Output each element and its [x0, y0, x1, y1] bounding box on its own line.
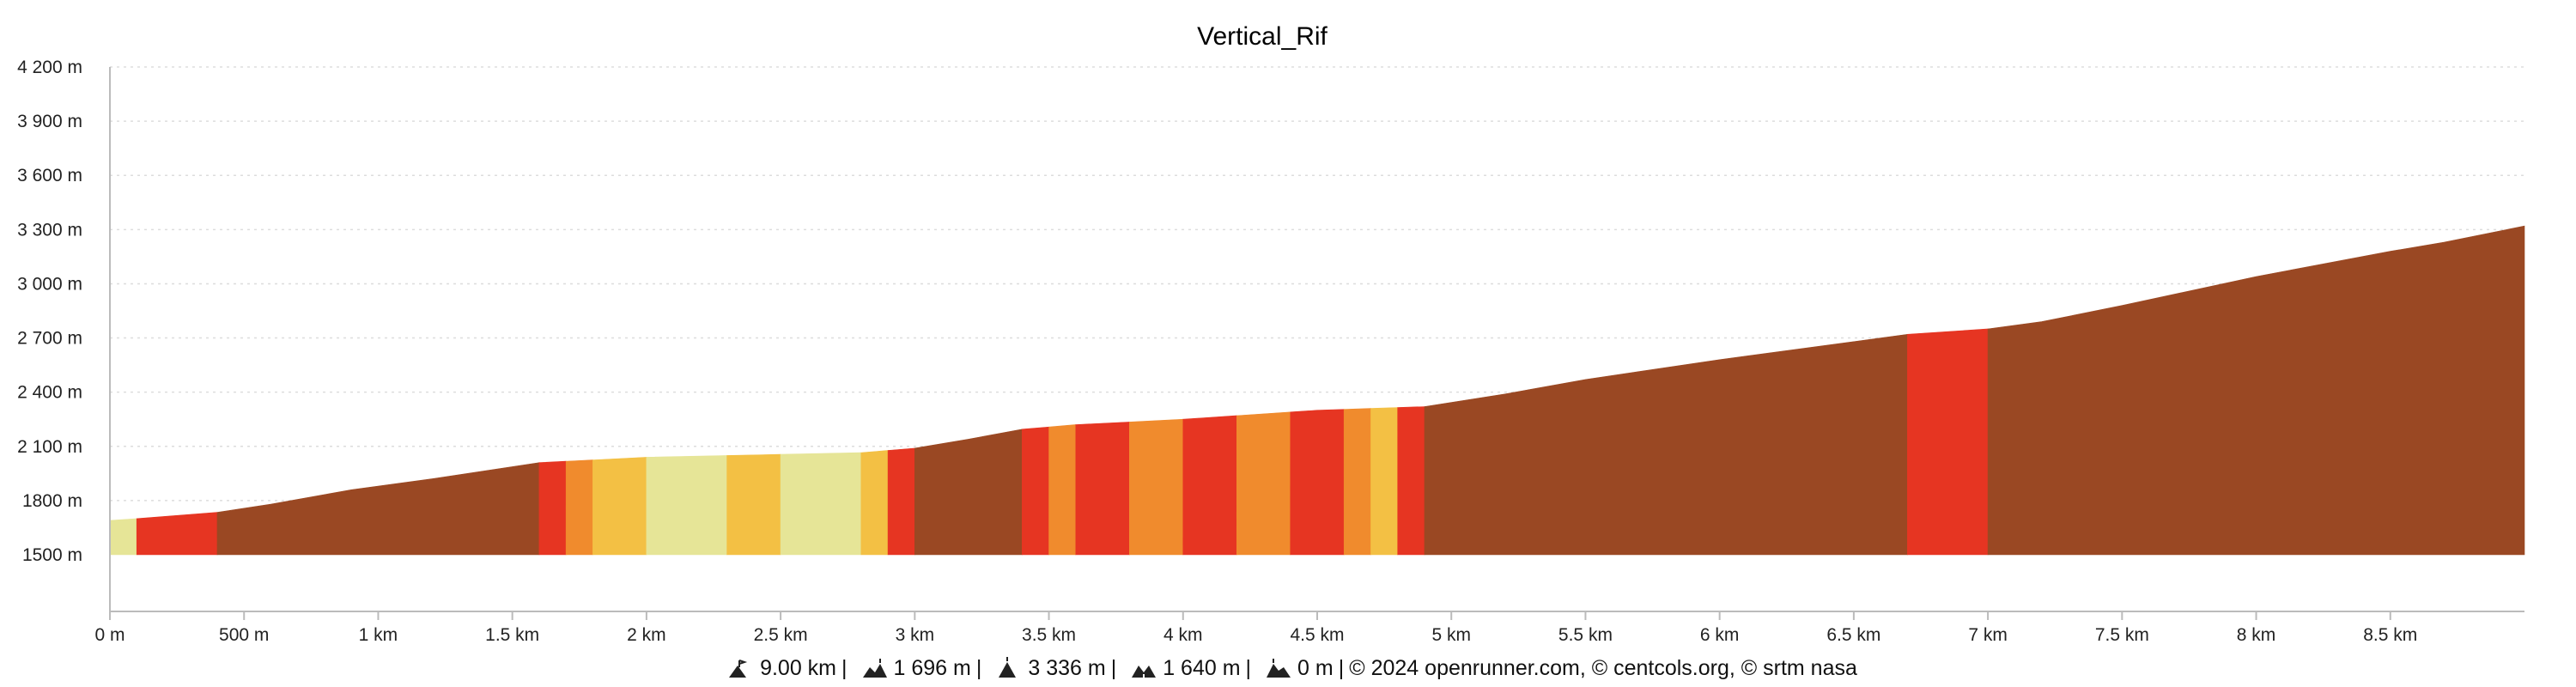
elevation-gain-value: 1 696 m	[893, 655, 971, 680]
x-tick-label: 1 km	[359, 625, 398, 645]
y-tick-label: 3 000 m	[17, 274, 82, 294]
gradient-segment	[592, 457, 647, 556]
gradient-segment	[1128, 418, 1184, 556]
y-tick-label: 2 400 m	[17, 383, 82, 403]
gradient-segment	[1236, 411, 1291, 556]
y-tick-label: 1500 m	[22, 545, 82, 565]
max-altitude-icon	[999, 657, 1017, 678]
gradient-segment	[860, 450, 889, 556]
route-summary-footer: 9.00 km | 1 696 m | 3 336 m | 1 640 m | …	[0, 653, 2576, 684]
gradient-segment	[1048, 424, 1077, 556]
y-tick-label: 2 100 m	[17, 437, 82, 457]
gradient-segment	[1987, 225, 2525, 556]
y-tick-label: 3 900 m	[17, 112, 82, 131]
x-tick-label: 6 km	[1700, 625, 1740, 645]
gradient-segment	[914, 429, 1023, 556]
gradient-segment	[1424, 333, 1908, 556]
x-tick-label: 7 km	[1968, 625, 2008, 645]
x-tick-label: 8 km	[2237, 625, 2276, 645]
gradient-segment	[887, 447, 915, 556]
separator: |	[975, 655, 982, 680]
elevation-gain-stat: 1 696 m	[853, 656, 971, 681]
distance-value: 9.00 km	[760, 655, 837, 680]
gradient-segment	[1343, 408, 1371, 556]
x-tick-label: 7.5 km	[2095, 625, 2149, 645]
x-tick-label: 0 m	[94, 625, 125, 645]
x-tick-label: 8.5 km	[2363, 625, 2417, 645]
x-tick-label: 2 km	[627, 625, 666, 645]
y-tick-label: 3 300 m	[17, 220, 82, 240]
gradient-segment	[1907, 328, 1989, 556]
y-tick-label: 3 600 m	[17, 166, 82, 185]
x-tick-label: 1.5 km	[485, 625, 539, 645]
separator: |	[1245, 655, 1252, 680]
gradient-segment	[109, 518, 137, 556]
gradient-segment	[646, 455, 727, 556]
copyright-text: © 2024 openrunner.com, © centcols.org, ©…	[1349, 655, 1857, 680]
elevation-loss-icon	[1267, 659, 1291, 678]
gradient-segment	[538, 460, 567, 556]
x-tick-label: 2.5 km	[754, 625, 808, 645]
x-axis-ticks: 0 m 500 m 1 km 1.5 km 2 km 2.5 km 3 km 3.5 km 4 …	[94, 611, 2417, 645]
elevation-loss-stat: 0 m	[1256, 656, 1334, 681]
y-tick-label: 1800 m	[22, 491, 82, 511]
gradient-segment	[780, 452, 862, 556]
min-altitude-stat: 1 640 m	[1121, 655, 1241, 681]
gradient-segment	[216, 462, 540, 556]
gradient-segment	[1290, 409, 1345, 556]
x-tick-label: 500 m	[219, 625, 269, 645]
x-tick-label: 3 km	[896, 625, 935, 645]
x-tick-label: 5.5 km	[1558, 625, 1613, 645]
elevation-chart: Vertical_Rif 1500 m 1800 m 2 100 m 2 400 m 2…	[17, 22, 2525, 645]
elevation-loss-value: 0 m	[1297, 655, 1334, 680]
separator: |	[1110, 655, 1117, 680]
chart-title: Vertical_Rif	[1197, 22, 1327, 51]
distance-stat: 9.00 km	[719, 656, 836, 681]
separator: |	[1338, 655, 1345, 680]
gradient-segment	[136, 512, 218, 556]
x-tick-label: 4.5 km	[1290, 625, 1344, 645]
y-axis-ticks: 1500 m 1800 m 2 100 m 2 400 m 2 700 m 3 000 m…	[17, 58, 82, 565]
gradient-segment	[1021, 426, 1049, 556]
min-altitude-icon	[1132, 666, 1157, 678]
x-tick-label: 3.5 km	[1022, 625, 1076, 645]
distance-icon	[729, 660, 748, 678]
y-tick-label: 4 200 m	[17, 58, 82, 77]
gradient-segment	[1370, 407, 1399, 556]
max-altitude-value: 3 336 m	[1028, 655, 1106, 680]
elevation-gain-icon	[862, 659, 887, 678]
separator: |	[841, 655, 848, 680]
x-tick-label: 6.5 km	[1826, 625, 1880, 645]
gradient-segment	[1182, 415, 1237, 556]
gradient-segment	[1075, 422, 1130, 556]
gradient-segment	[565, 459, 593, 556]
min-altitude-value: 1 640 m	[1163, 655, 1241, 680]
elevation-profile	[109, 225, 2525, 556]
x-tick-label: 4 km	[1163, 625, 1203, 645]
gradient-segment	[726, 453, 781, 556]
y-tick-label: 2 700 m	[17, 329, 82, 349]
max-altitude-stat: 3 336 m	[987, 655, 1106, 681]
x-tick-label: 5 km	[1431, 625, 1471, 645]
gradient-segment	[1397, 406, 1425, 556]
